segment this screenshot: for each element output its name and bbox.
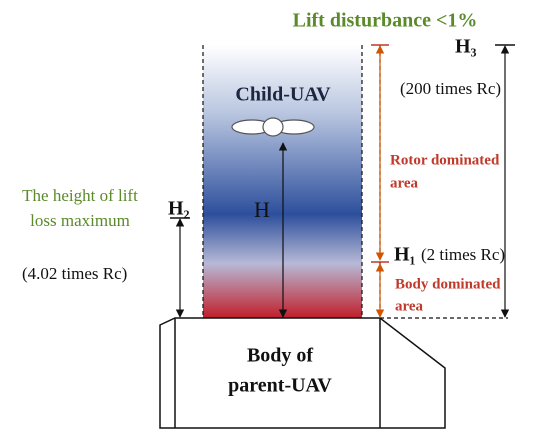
h1-symbol: H₁: [394, 244, 416, 266]
top-label: Lift disturbance <1%: [293, 10, 478, 32]
h-label: H: [254, 197, 270, 222]
h3-note: (200 times Rc): [400, 79, 501, 98]
parent-body-label: Body of: [247, 345, 313, 367]
body-area-label: area: [395, 298, 424, 314]
h2-caption: loss maximum: [30, 211, 130, 230]
fuselage: [262, 117, 284, 137]
body-area-label: Body dominated: [395, 276, 501, 292]
h1-note: (2 times Rc): [421, 245, 505, 264]
h2-note: (4.02 times Rc): [22, 264, 127, 283]
parent-body-shape: [159, 317, 446, 429]
child-uav-label: Child-UAV: [235, 84, 331, 106]
rotor-area-label: Rotor dominated: [390, 152, 500, 168]
parent-body-label: parent-UAV: [228, 375, 332, 397]
body-outline: [159, 317, 446, 429]
child-uav-icon: [231, 117, 315, 137]
h3-symbol: H₃: [455, 36, 477, 58]
h2-caption: The height of lift: [22, 186, 138, 205]
rotor-area-label: area: [390, 175, 419, 191]
h2-symbol: H₂: [168, 198, 190, 220]
